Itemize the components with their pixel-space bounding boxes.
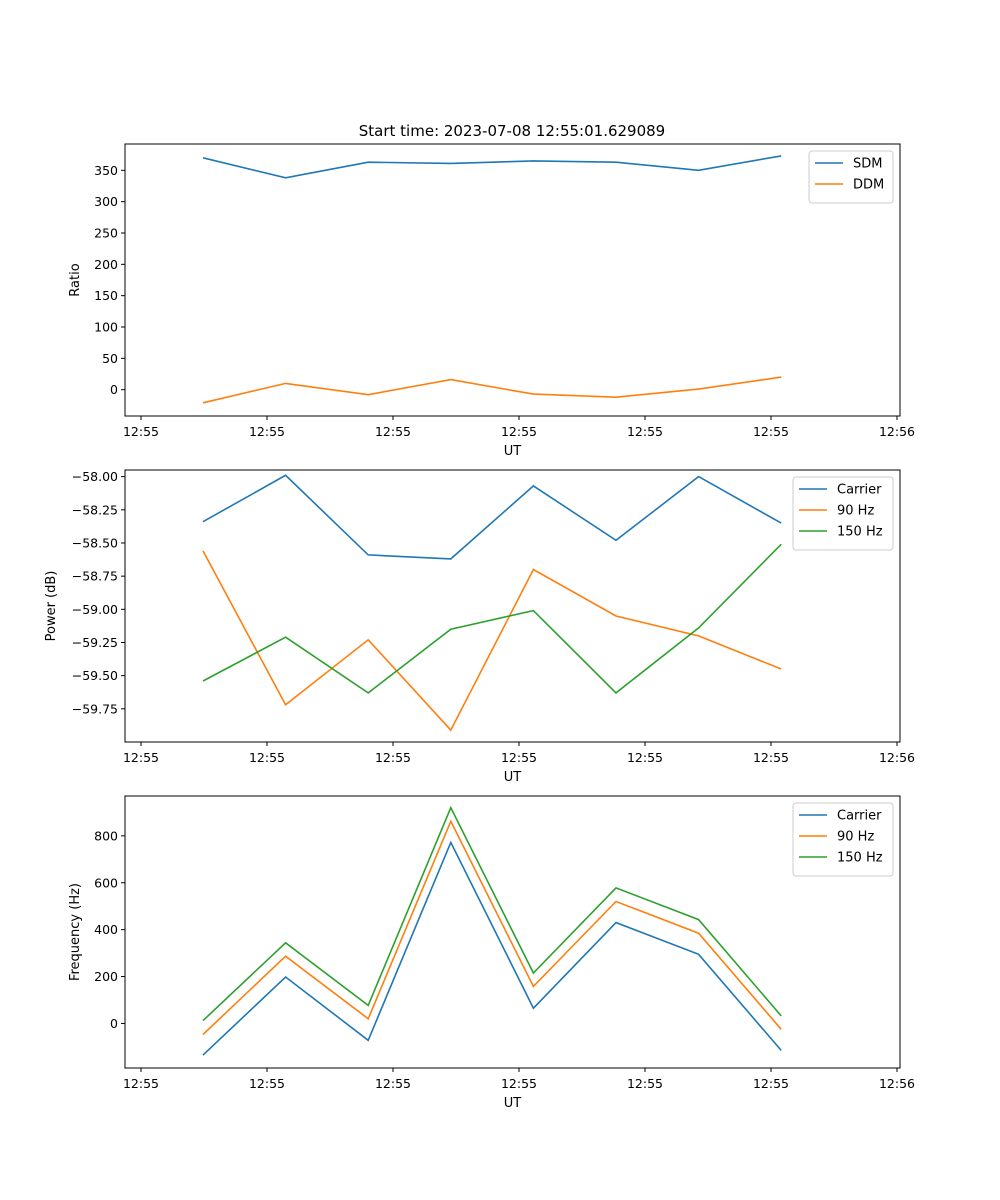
y-tick-label: 50 — [102, 351, 118, 366]
series-line-90-hz — [202, 819, 782, 1036]
x-tick-label: 12:55 — [375, 1076, 411, 1091]
x-axis-label: UT — [504, 444, 522, 459]
legend-entry: DDM — [853, 178, 884, 193]
x-tick-label: 12:55 — [123, 1076, 159, 1091]
x-tick-label: 12:56 — [879, 424, 915, 439]
series-line-ddm — [202, 376, 782, 404]
x-tick-label: 12:55 — [627, 424, 663, 439]
x-axis-label: UT — [504, 770, 522, 785]
y-axis-label: Ratio — [68, 263, 83, 296]
legend: Carrier 90 Hz 150 Hz — [792, 802, 894, 877]
legend-box — [808, 150, 894, 204]
y-tick-label: −59.75 — [72, 701, 118, 716]
legend-entry: SDM — [853, 157, 882, 172]
chart-panel-2: 12:55 12:55 12:55 12:55 12:55 12:55 12:56 −59.7… — [44, 469, 915, 785]
x-tick-label: 12:56 — [879, 750, 915, 765]
x-axis-label: UT — [504, 1096, 522, 1111]
legend-entry: 90 Hz — [837, 504, 874, 519]
legend-entry: Carrier — [837, 809, 882, 824]
y-tick-label: −58.25 — [72, 502, 118, 517]
axes-frame — [124, 469, 901, 743]
series-line-carrier — [202, 840, 782, 1056]
y-tick-label: −58.75 — [72, 569, 118, 584]
series-line-sdm — [202, 155, 782, 179]
legend: SDM DDM — [808, 150, 894, 204]
x-tick-label: 12:55 — [249, 424, 285, 439]
legend: Carrier 90 Hz 150 Hz — [792, 476, 894, 551]
y-tick-label: 400 — [94, 922, 118, 937]
y-tick-label: 300 — [94, 194, 118, 209]
x-tick-label: 12:55 — [753, 1076, 789, 1091]
x-tick-label: 12:55 — [627, 1076, 663, 1091]
x-tick-label: 12:55 — [123, 424, 159, 439]
x-tick-label: 12:55 — [753, 424, 789, 439]
x-tick-label: 12:55 — [501, 750, 537, 765]
series-line-150-hz — [202, 805, 782, 1022]
y-tick-label: −58.00 — [72, 469, 118, 484]
series-line-carrier — [202, 474, 782, 560]
y-axis-label: Frequency (Hz) — [68, 883, 83, 981]
x-tick-label: 12:55 — [123, 750, 159, 765]
x-tick-label: 12:55 — [249, 750, 285, 765]
y-tick-label: 200 — [94, 969, 118, 984]
axes-frame — [124, 143, 901, 417]
x-tick-label: 12:56 — [879, 1076, 915, 1091]
chart-panel-3: 12:55 12:55 12:55 12:55 12:55 12:55 12:56 0 200 4… — [68, 795, 915, 1111]
legend-entry: Carrier — [837, 483, 882, 498]
x-tick-label: 12:55 — [627, 750, 663, 765]
legend-entry: 150 Hz — [837, 851, 883, 866]
y-tick-label: −59.50 — [72, 668, 118, 683]
axes-frame — [124, 795, 901, 1069]
x-tick-label: 12:55 — [375, 750, 411, 765]
y-tick-label: −59.25 — [72, 635, 118, 650]
x-tick-label: 12:55 — [753, 750, 789, 765]
y-tick-label: 0 — [110, 382, 118, 397]
series-line-150-hz — [202, 543, 782, 694]
chart-panel-1: 12:55 12:55 12:55 12:55 12:55 12:55 12:56 0 50 10… — [68, 143, 915, 459]
y-tick-label: 200 — [94, 257, 118, 272]
y-tick-label: −58.50 — [72, 535, 118, 550]
legend-entry: 150 Hz — [837, 525, 883, 540]
y-tick-label: 0 — [110, 1016, 118, 1031]
y-tick-label: 150 — [94, 288, 118, 303]
x-tick-label: 12:55 — [249, 1076, 285, 1091]
y-tick-label: 100 — [94, 320, 118, 335]
y-tick-label: −59.00 — [72, 602, 118, 617]
y-tick-label: 350 — [94, 163, 118, 178]
x-tick-label: 12:55 — [501, 1076, 537, 1091]
x-tick-label: 12:55 — [375, 424, 411, 439]
legend-entry: 90 Hz — [837, 830, 874, 845]
chart-title: Start time: 2023-07-08 12:55:01.629089 — [359, 122, 665, 140]
y-tick-label: 800 — [94, 828, 118, 843]
y-axis-label: Power (dB) — [44, 571, 59, 642]
y-tick-label: 600 — [94, 875, 118, 890]
x-tick-label: 12:55 — [501, 424, 537, 439]
series-line-90-hz — [202, 550, 782, 732]
y-tick-label: 250 — [94, 225, 118, 240]
